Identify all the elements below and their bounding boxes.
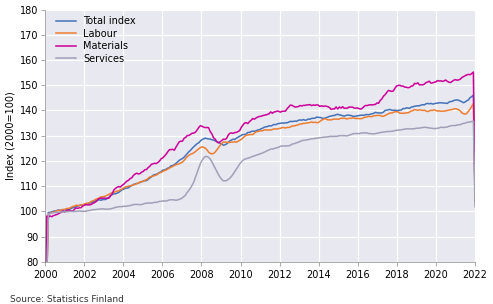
Total index xyxy=(183,154,189,157)
Total index xyxy=(227,139,233,143)
Labour xyxy=(472,191,478,195)
Line: Materials: Materials xyxy=(45,72,475,299)
Services xyxy=(472,205,478,209)
Text: Source: Statistics Finland: Source: Statistics Finland xyxy=(10,295,124,304)
Services xyxy=(183,193,189,197)
Y-axis label: Index (2000=100): Index (2000=100) xyxy=(5,91,16,180)
Legend: Total index, Labour, Materials, Services: Total index, Labour, Materials, Services xyxy=(54,14,138,66)
Labour xyxy=(227,140,233,144)
Services xyxy=(204,155,210,158)
Services xyxy=(470,119,476,123)
Labour xyxy=(54,209,60,212)
Services xyxy=(287,143,293,147)
Total index xyxy=(54,209,60,212)
Total index xyxy=(204,137,210,140)
Labour xyxy=(312,120,318,124)
Line: Total index: Total index xyxy=(45,95,475,304)
Services xyxy=(54,210,60,214)
Line: Services: Services xyxy=(45,121,475,304)
Materials xyxy=(312,104,318,107)
Materials xyxy=(204,126,210,129)
Labour xyxy=(183,157,189,160)
Materials xyxy=(470,70,476,74)
Materials xyxy=(472,199,478,203)
Labour xyxy=(287,125,293,129)
Materials xyxy=(54,213,60,216)
Labour xyxy=(470,102,476,105)
Line: Labour: Labour xyxy=(45,104,475,304)
Materials xyxy=(227,131,233,135)
Labour xyxy=(204,148,210,152)
Materials xyxy=(287,103,293,107)
Materials xyxy=(183,136,189,139)
Total index xyxy=(470,93,476,97)
Materials xyxy=(42,297,48,301)
Total index xyxy=(472,185,478,188)
Total index xyxy=(287,119,293,123)
Total index xyxy=(312,116,318,120)
Services xyxy=(227,176,233,180)
Services xyxy=(312,136,318,140)
